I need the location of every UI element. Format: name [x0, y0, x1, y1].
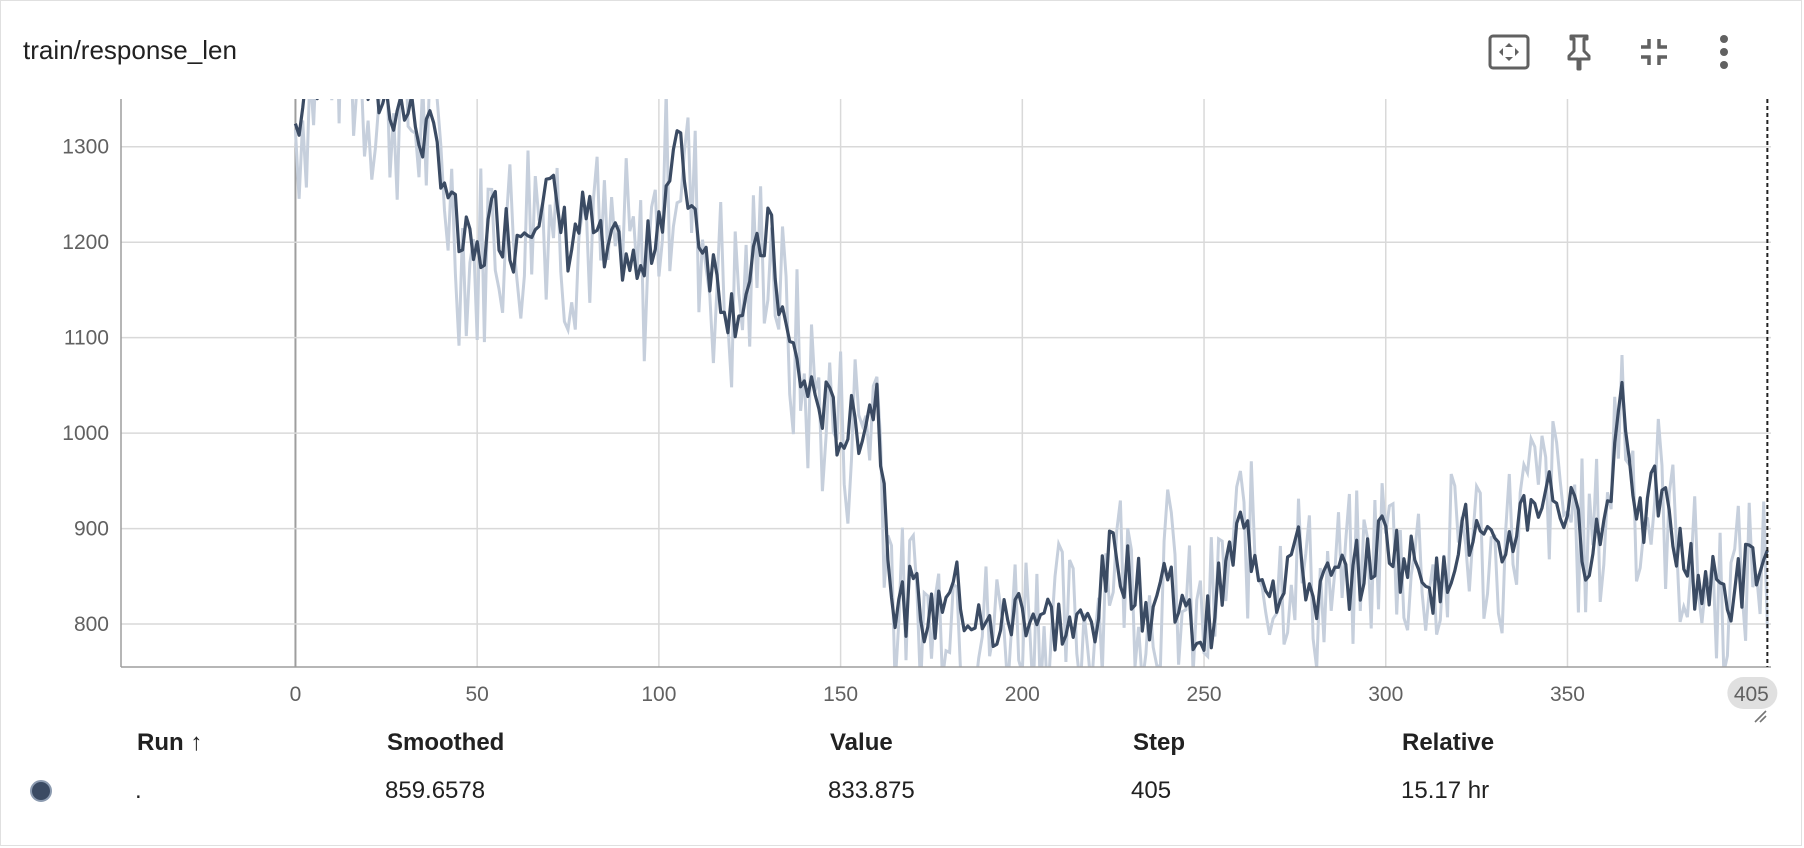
- hover-indicator: 405: [1727, 99, 1778, 709]
- header-smoothed: Smoothed: [387, 729, 505, 756]
- x-tick-label: 250: [1187, 683, 1222, 706]
- header-step: Step: [1133, 729, 1186, 756]
- x-tick-label: 300: [1368, 683, 1403, 706]
- header-relative: Relative: [1402, 729, 1495, 756]
- fit-to-screen-button[interactable]: [1481, 27, 1537, 77]
- cell-run: .: [135, 777, 142, 804]
- smoothed-trend: [295, 91, 1767, 634]
- tick-labels: 0 50 100 150 200 250 300 350 800 900 1000 1100 1200 1…: [62, 136, 1585, 706]
- y-tick-label: 900: [74, 518, 109, 541]
- y-tick-label: 1100: [64, 327, 109, 350]
- y-tick-label: 1200: [62, 231, 109, 254]
- fit-to-screen-icon: [1488, 34, 1530, 70]
- y-tick-label: 800: [74, 613, 109, 636]
- header-value: Value: [830, 729, 893, 756]
- grid-lines: [121, 99, 1771, 667]
- smoothed-series: [293, 91, 1769, 652]
- x-tick-label: 350: [1550, 683, 1585, 706]
- x-tick-label: 200: [1005, 683, 1040, 706]
- line-chart[interactable]: 0 50 100 150 200 250 300 350 800 900 1000 1100 1200 1…: [1, 91, 1804, 711]
- x-tick-label: 100: [641, 683, 676, 706]
- x-tick-label: 0: [290, 683, 302, 706]
- x-tick-label: 50: [465, 683, 488, 706]
- cell-step: 405: [1131, 777, 1172, 804]
- collapse-icon: [1641, 39, 1667, 65]
- more-vert-icon: [1720, 35, 1728, 69]
- run-color-dot: [30, 780, 52, 802]
- header-run[interactable]: Run ↑: [137, 729, 203, 756]
- cell-value: 833.875: [828, 777, 915, 804]
- resize-handle-icon[interactable]: [1753, 709, 1767, 723]
- axes: [120, 99, 1771, 668]
- chart-area[interactable]: 0 50 100 150 200 250 300 350 800 900 1000 1100 1200 1…: [1, 91, 1804, 711]
- cell-smoothed: 859.6578: [385, 777, 486, 804]
- more-options-button[interactable]: [1696, 27, 1752, 77]
- card-title: train/response_len: [23, 35, 237, 65]
- collapse-button[interactable]: [1626, 27, 1682, 77]
- pin-button[interactable]: [1551, 27, 1607, 77]
- raw-line: [293, 99, 1769, 667]
- x-tick-label: 150: [823, 683, 858, 706]
- smoothed-line: [293, 99, 1769, 652]
- hover-step-badge: [1727, 677, 1778, 709]
- hover-step-label: 405: [1734, 683, 1769, 706]
- y-tick-label: 1000: [62, 422, 109, 445]
- y-tick-label: 1300: [62, 136, 109, 159]
- raw-series: [293, 99, 1769, 667]
- pin-icon: [1567, 34, 1591, 71]
- card-toolbar: [1481, 27, 1781, 77]
- cell-relative: 15.17 hr: [1401, 777, 1490, 804]
- data-table: Run ↑ Smoothed Value Step Relative . 859…: [1, 729, 1804, 839]
